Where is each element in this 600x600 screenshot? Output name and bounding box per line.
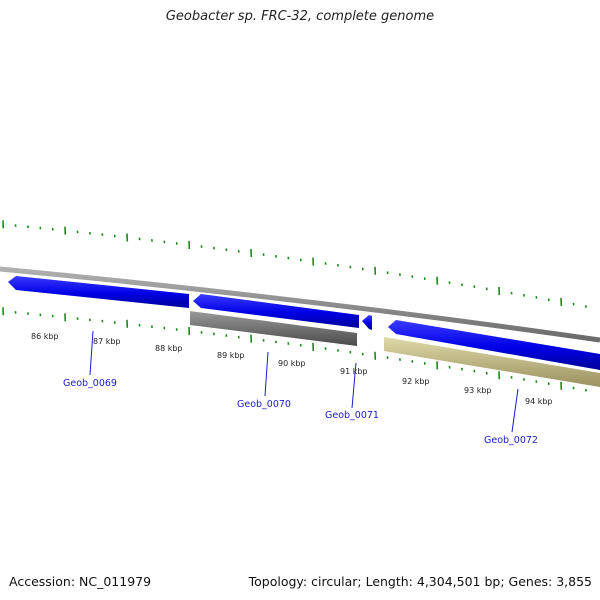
scale-label: 89 kbp [217,351,245,360]
outer-gc-ticks [2,220,587,308]
gene-leader-line [264,351,269,397]
scale-label: 93 kbp [464,386,492,395]
cds-feature-geob-0069[interactable] [8,276,189,308]
gene-label-geob-0069[interactable]: Geob_0069 [63,378,117,389]
scale-label: 86 kbp [31,332,59,341]
cds-feature-geob-0072[interactable] [388,320,600,370]
gene-label-geob-0070[interactable]: Geob_0070 [237,399,291,410]
gene-leader-line [351,362,357,409]
scale-label: 88 kbp [155,344,183,353]
gene-band-geob-0072[interactable] [384,337,600,387]
scale-label: 90 kbp [278,359,306,368]
inner-scale-ticks [2,307,587,392]
cds-feature-geob-0070[interactable] [193,294,359,328]
scale-label: 91 kbp [340,367,368,376]
genome-backbone [0,266,600,343]
gene-label-geob-0071[interactable]: Geob_0071 [325,410,379,421]
gene-label-geob-0072[interactable]: Geob_0072 [484,435,538,446]
accession-text: Accession: NC_011979 [9,574,152,589]
gene-leader-line [511,388,519,433]
gene-leader-line [89,330,94,376]
scale-label: 87 kbp [93,337,121,346]
gene-band-geob-0070[interactable] [190,311,357,346]
scale-label: 94 kbp [525,397,553,406]
genome-title: Geobacter sp. FRC-32, complete genome [165,9,435,24]
cds-feature-geob-0071[interactable] [362,315,372,330]
scale-label: 92 kbp [402,377,430,386]
genome-summary-text: Topology: circular; Length: 4,304,501 bp… [248,574,592,589]
